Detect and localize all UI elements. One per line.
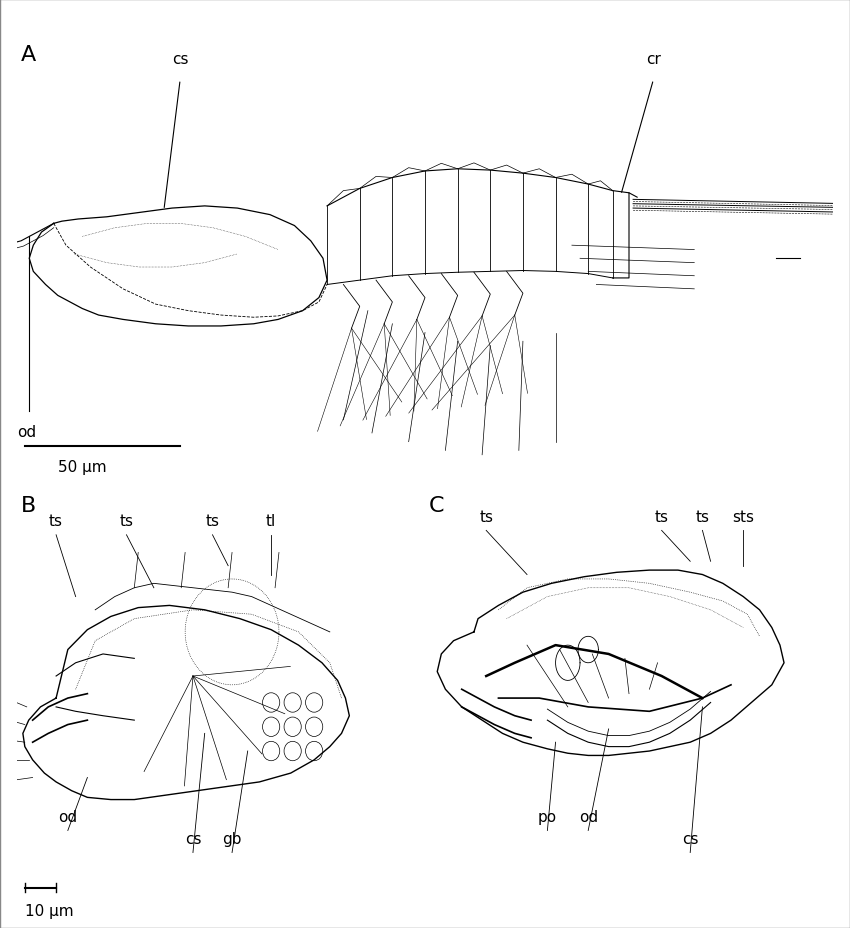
Text: tl: tl [266, 513, 276, 529]
Text: sts: sts [732, 509, 754, 524]
Text: ts: ts [479, 509, 493, 524]
Text: cr: cr [646, 52, 661, 67]
Text: cs: cs [682, 831, 699, 846]
Text: 10 μm: 10 μm [25, 903, 73, 919]
Text: gb: gb [223, 831, 241, 846]
Text: B: B [21, 496, 37, 516]
Text: ts: ts [206, 513, 219, 529]
Text: A: A [21, 45, 37, 65]
Text: po: po [538, 809, 557, 824]
Text: cs: cs [184, 831, 201, 846]
Text: 50 μm: 50 μm [58, 459, 106, 474]
Text: ts: ts [695, 509, 710, 524]
Text: cs: cs [172, 52, 189, 67]
Text: ts: ts [49, 513, 63, 529]
Text: C: C [429, 496, 445, 516]
Text: od: od [579, 809, 598, 824]
Text: od: od [17, 425, 36, 440]
Text: od: od [59, 809, 77, 824]
Text: ts: ts [654, 509, 669, 524]
Text: ts: ts [120, 513, 133, 529]
